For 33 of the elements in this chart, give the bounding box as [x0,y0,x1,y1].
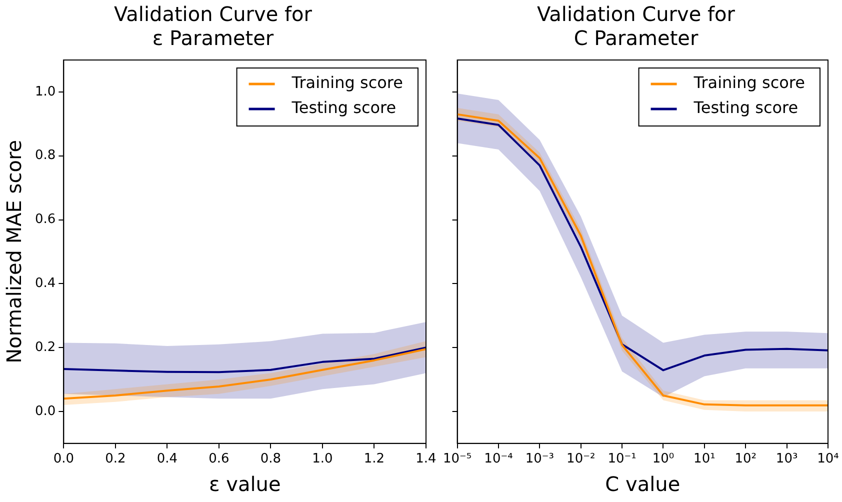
legend-label: Training score [290,73,404,92]
x-tick-label: 10⁴ [817,452,839,467]
x-axis-title: C value [605,472,680,496]
x-tick-label: 10⁻³ [525,452,554,467]
x-tick-label: 1.2 [364,452,385,467]
x-tick-label: 1.4 [416,452,436,467]
legend-label: Training score [692,73,806,92]
x-tick-label: 0.0 [53,452,74,467]
y-axis-title: Normalized MAE score [2,140,26,364]
chart-title: Validation Curve for ε Parameter [114,2,313,50]
x-tick-label: 10⁻⁴ [484,452,513,467]
x-tick-label: 10¹ [694,452,716,467]
y-tick-label: 0.4 [34,276,56,292]
y-tick-label: 0.2 [34,340,56,355]
y-tick-label: 1.0 [34,84,56,100]
y-tick-label: 0.0 [34,404,56,419]
x-axis-title: ε value [208,472,281,496]
x-tick-label: 10⁻⁵ [442,452,472,467]
y-tick-label: 0.8 [34,148,56,164]
x-tick-label: 0.4 [156,452,178,467]
x-tick-label: 10⁰ [652,452,674,467]
x-tick-label: 0.8 [260,452,282,467]
x-tick-label: 10⁻² [566,452,596,467]
x-tick-label: 0.2 [105,452,126,467]
x-tick-label: 1.0 [312,452,333,467]
x-tick-label: 10³ [776,452,798,467]
x-tick-label: 10⁻¹ [608,452,636,467]
x-tick-label: 0.6 [208,452,230,467]
legend-label: Testing score [290,98,396,118]
legend-label: Testing score [692,98,798,118]
y-tick-label: 0.6 [34,212,56,228]
chart-title: Validation Curve for C Parameter [537,2,736,50]
x-tick-label: 10² [734,452,757,467]
